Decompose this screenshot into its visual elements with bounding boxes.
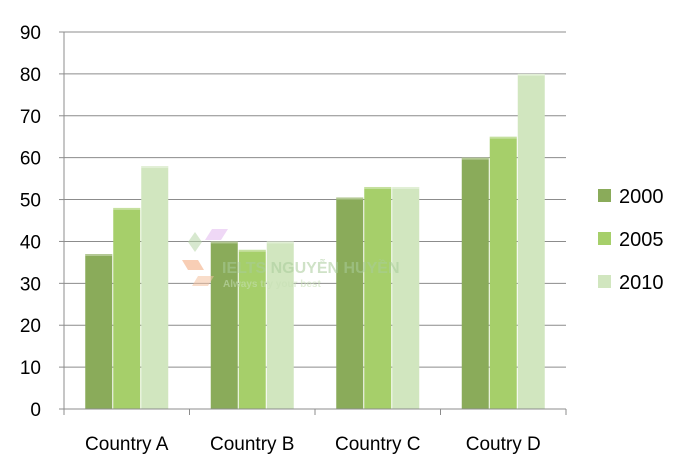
bar-2000-0 (85, 254, 113, 409)
bar-highlight (489, 136, 517, 139)
bars (85, 73, 545, 409)
bar-highlight (85, 254, 113, 257)
bar-highlight (210, 241, 238, 244)
bar-2005-2 (364, 186, 392, 409)
bar-highlight (517, 73, 545, 76)
bar-2005-0 (113, 207, 141, 409)
y-tick-label: 20 (20, 316, 41, 337)
x-tick-label: Country A (85, 434, 169, 455)
y-tick-label: 80 (20, 65, 41, 86)
y-tick-label: 60 (20, 149, 41, 170)
x-tick-label: Coutry D (466, 434, 541, 455)
bar-highlight (113, 207, 141, 210)
legend-label-2000: 2000 (619, 186, 664, 208)
y-tick-label: 40 (20, 232, 41, 253)
x-tick-label: Country C (335, 434, 421, 455)
y-tick-label: 10 (20, 358, 41, 379)
bar-2000-3 (461, 157, 489, 409)
legend-swatch-2000 (598, 189, 611, 202)
watermark-tagline: Always try your best (223, 279, 321, 290)
bar-highlight (364, 186, 392, 189)
bar-highlight (336, 197, 364, 200)
legend-label-2010: 2010 (619, 272, 664, 294)
legend-swatch-2005 (598, 232, 611, 245)
y-tick-label: 90 (20, 23, 41, 44)
watermark: IELTS NGUYỄN HUYỀN Always try your best (182, 229, 400, 290)
bar-highlight (461, 157, 489, 160)
bar-2000-2 (336, 197, 364, 409)
bar-highlight (141, 166, 169, 169)
bar-2000-1 (210, 241, 238, 409)
bar-2010-3 (517, 73, 545, 409)
bar-highlight (392, 186, 420, 189)
y-tick-label: 50 (20, 191, 41, 212)
bar-2010-0 (141, 166, 169, 409)
bar-2005-1 (238, 249, 266, 409)
legend-swatch-2010 (598, 275, 611, 288)
y-tick-label: 30 (20, 274, 41, 295)
x-tick-label: Country B (210, 434, 294, 455)
watermark-logo-icon (182, 229, 228, 286)
bar-2005-3 (489, 136, 517, 409)
watermark-brand: IELTS NGUYỄN HUYỀN (222, 258, 400, 277)
bar-highlight (266, 241, 294, 244)
legend: 2000 2005 2010 (598, 186, 664, 294)
axes: 0 10 20 30 40 50 60 70 80 90 Country A Country B Cou… (20, 23, 567, 455)
y-tick-label: 0 (30, 400, 41, 421)
legend-label-2005: 2005 (619, 229, 664, 251)
bar-2010-1 (266, 241, 294, 409)
y-tick-label: 70 (20, 107, 41, 128)
bar-highlight (238, 249, 266, 252)
bar-2010-2 (392, 186, 420, 409)
